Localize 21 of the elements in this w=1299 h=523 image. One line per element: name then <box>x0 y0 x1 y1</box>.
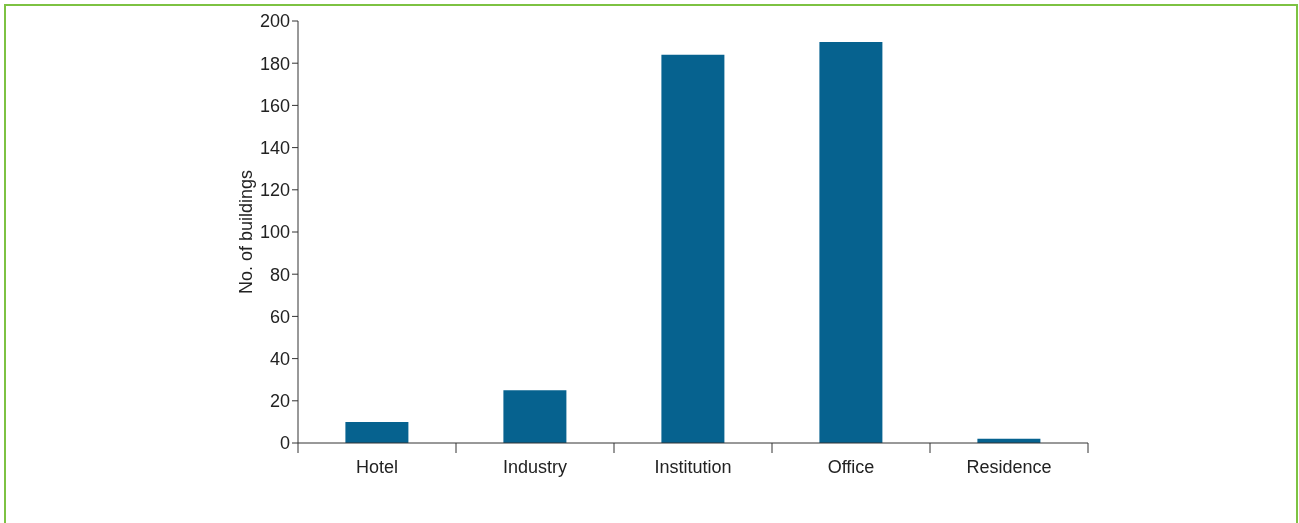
y-axis-title: No. of buildings <box>236 169 257 295</box>
x-tick-label: Residence <box>966 457 1052 477</box>
x-tick-label: Institution <box>654 457 732 477</box>
bar <box>819 42 883 443</box>
bar <box>345 421 409 443</box>
bar <box>503 390 567 443</box>
y-tick-label: 20 <box>269 391 290 412</box>
y-tick-label: 160 <box>259 95 290 116</box>
y-tick-label: 40 <box>269 348 290 369</box>
y-tick-label: 60 <box>269 306 290 327</box>
x-tick-label: Industry <box>502 457 568 477</box>
bar <box>661 54 725 443</box>
y-tick-label: 0 <box>279 433 290 454</box>
y-tick-label: 120 <box>259 180 290 201</box>
y-tick-label: 180 <box>259 53 290 74</box>
y-tick-label: 140 <box>259 137 290 158</box>
x-tick-label: Hotel <box>355 457 399 477</box>
y-tick-label: 80 <box>269 264 290 285</box>
y-tick-label: 100 <box>259 222 290 243</box>
x-tick-label: Office <box>827 457 875 477</box>
y-tick-label: 200 <box>259 11 290 32</box>
